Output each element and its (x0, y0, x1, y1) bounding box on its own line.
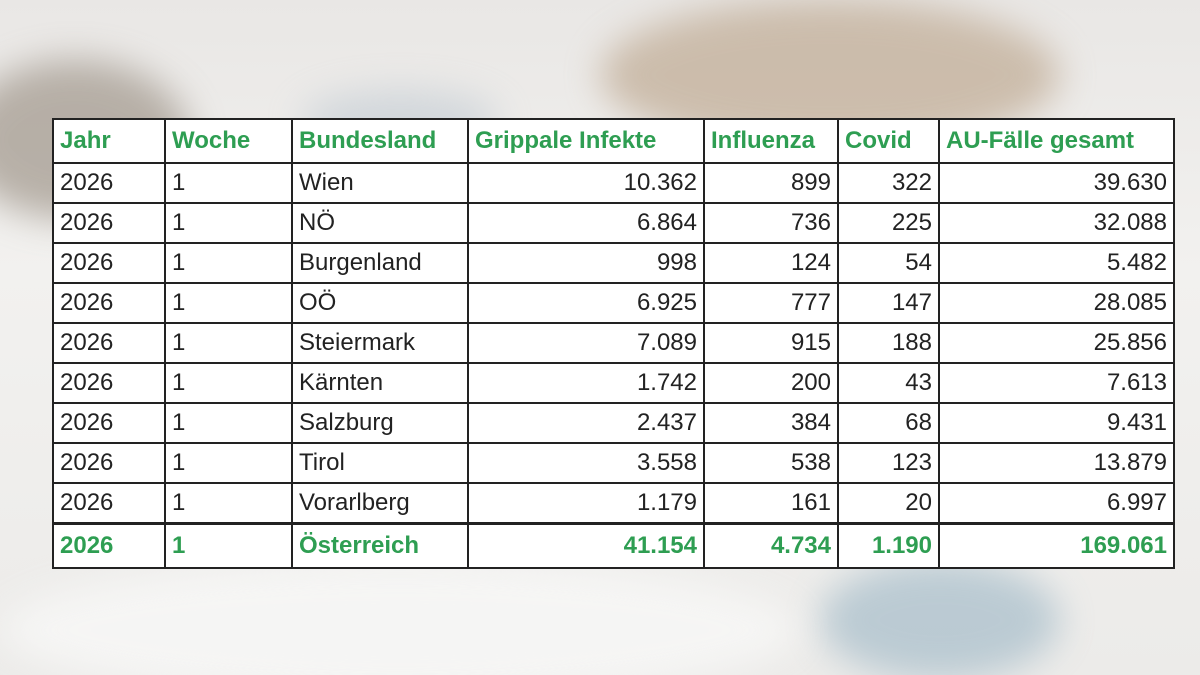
table-cell: Österreich (291, 522, 469, 569)
table-cell: 2026 (52, 522, 166, 569)
table-cell: 2026 (52, 202, 166, 244)
table-cell: 123 (837, 442, 940, 484)
table-cell: 41.154 (467, 522, 705, 569)
column-header: Covid (837, 118, 940, 164)
table-cell: 1.190 (837, 522, 940, 569)
column-header: Grippale Infekte (467, 118, 705, 164)
table-cell: 998 (467, 242, 705, 284)
total-row: 2026 1 Österreich 41.154 4.734 1.190 169.061 (52, 522, 1175, 569)
pillow (820, 560, 1060, 675)
table-cell: 32.088 (938, 202, 1175, 244)
table-cell: 7.613 (938, 362, 1175, 404)
table-cell: 1 (164, 402, 293, 444)
table-cell: Tirol (291, 442, 469, 484)
table-cell: 225 (837, 202, 940, 244)
table-cell: 1 (164, 362, 293, 404)
table-cell: 54 (837, 242, 940, 284)
column-header: Woche (164, 118, 293, 164)
table-cell: 1 (164, 482, 293, 525)
table-cell: 2026 (52, 482, 166, 525)
table-cell: 28.085 (938, 282, 1175, 324)
table-cell: 25.856 (938, 322, 1175, 364)
table-cell: 1.742 (467, 362, 705, 404)
table-cell: 777 (703, 282, 839, 324)
table-cell: 169.061 (938, 522, 1175, 569)
table-cell: 1 (164, 322, 293, 364)
table-row: 2026 1 OÖ 6.925 777 147 28.085 (52, 282, 1175, 324)
table-cell: 1 (164, 282, 293, 324)
table-cell: 2026 (52, 282, 166, 324)
table-cell: 2026 (52, 322, 166, 364)
table-cell: 736 (703, 202, 839, 244)
table-cell: 2.437 (467, 402, 705, 444)
table-body: 2026 1 Wien 10.362 899 322 39.630 2026 1 NÖ 6.864 7… (52, 162, 1175, 569)
table-cell: 147 (837, 282, 940, 324)
table-cell: 899 (703, 162, 839, 204)
table-cell: 2026 (52, 362, 166, 404)
table-cell: 200 (703, 362, 839, 404)
table-cell: 39.630 (938, 162, 1175, 204)
table-cell: 538 (703, 442, 839, 484)
table-cell: 1 (164, 442, 293, 484)
table-cell: 20 (837, 482, 940, 525)
table-cell: OÖ (291, 282, 469, 324)
table-cell: 6.925 (467, 282, 705, 324)
table-cell: 188 (837, 322, 940, 364)
table-cell: 2026 (52, 162, 166, 204)
table-cell: Steiermark (291, 322, 469, 364)
table-header: Jahr Woche Bundesland Grippale Infekte Influ… (52, 118, 1175, 164)
table-cell: 124 (703, 242, 839, 284)
table-cell: Wien (291, 162, 469, 204)
table-cell: 10.362 (467, 162, 705, 204)
table-cell: 1 (164, 242, 293, 284)
table-row: 2026 1 Steiermark 7.089 915 188 25.856 (52, 322, 1175, 364)
blanket (0, 560, 800, 675)
table-cell: 43 (837, 362, 940, 404)
table-cell: 1.179 (467, 482, 705, 525)
table-row: 2026 1 Kärnten 1.742 200 43 7.613 (52, 362, 1175, 404)
table-cell: 1 (164, 522, 293, 569)
table-cell: 3.558 (467, 442, 705, 484)
table-cell: Burgenland (291, 242, 469, 284)
table-row: 2026 1 Burgenland 998 124 54 5.482 (52, 242, 1175, 284)
table-cell: 5.482 (938, 242, 1175, 284)
table-cell: 2026 (52, 402, 166, 444)
table-cell: 915 (703, 322, 839, 364)
table-cell: Kärnten (291, 362, 469, 404)
table-row: 2026 1 NÖ 6.864 736 225 32.088 (52, 202, 1175, 244)
table-cell: 161 (703, 482, 839, 525)
table-cell: 2026 (52, 242, 166, 284)
table-cell: 68 (837, 402, 940, 444)
table-row: 2026 1 Tirol 3.558 538 123 13.879 (52, 442, 1175, 484)
table-cell: 13.879 (938, 442, 1175, 484)
table-cell: 1 (164, 202, 293, 244)
column-header: Influenza (703, 118, 839, 164)
table-row: 2026 1 Vorarlberg 1.179 161 20 6.997 (52, 482, 1175, 525)
table-cell: 7.089 (467, 322, 705, 364)
table-cell: Vorarlberg (291, 482, 469, 525)
table: Jahr Woche Bundesland Grippale Infekte Influ… (52, 118, 1175, 569)
column-header: Bundesland (291, 118, 469, 164)
column-header: Jahr (52, 118, 166, 164)
header-row: Jahr Woche Bundesland Grippale Infekte Influ… (52, 118, 1175, 164)
table-cell: 384 (703, 402, 839, 444)
table-cell: 9.431 (938, 402, 1175, 444)
table-cell: 2026 (52, 442, 166, 484)
table-cell: 322 (837, 162, 940, 204)
table-cell: 6.864 (467, 202, 705, 244)
table-cell: 1 (164, 162, 293, 204)
table-cell: Salzburg (291, 402, 469, 444)
table-cell: NÖ (291, 202, 469, 244)
table-row: 2026 1 Wien 10.362 899 322 39.630 (52, 162, 1175, 204)
column-header: AU-Fälle gesamt (938, 118, 1175, 164)
table-cell: 6.997 (938, 482, 1175, 525)
table-row: 2026 1 Salzburg 2.437 384 68 9.431 (52, 402, 1175, 444)
table-cell: 4.734 (703, 522, 839, 569)
